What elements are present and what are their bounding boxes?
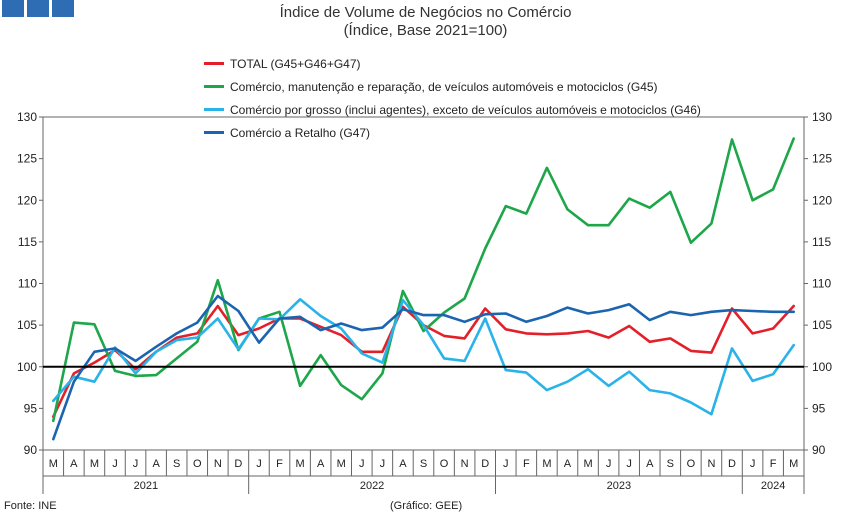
- x-tick-label: M: [337, 458, 346, 470]
- x-tick-label: O: [193, 458, 202, 470]
- year-label: 2024: [761, 480, 785, 492]
- legend-swatch: [204, 108, 224, 111]
- legend-swatch: [204, 85, 224, 88]
- x-tick-label: J: [380, 458, 386, 470]
- chart-title: Índice de Volume de Negócios no Comércio…: [0, 4, 851, 40]
- x-tick-label: N: [214, 458, 222, 470]
- x-tick-label: S: [667, 458, 674, 470]
- legend-item: TOTAL (G45+G46+G47): [204, 52, 701, 75]
- x-tick-label: J: [112, 458, 118, 470]
- chart-title-line2: (Índice, Base 2021=100): [343, 22, 508, 39]
- x-tick-label: F: [276, 458, 283, 470]
- series-line-3: [51, 297, 796, 416]
- year-label: 2023: [607, 480, 631, 492]
- x-tick-label: M: [789, 458, 798, 470]
- x-tick-label: A: [646, 458, 654, 470]
- x-tick-label: F: [523, 458, 530, 470]
- y-tick-label-right: 90: [812, 443, 826, 457]
- y-tick-label-right: 125: [812, 152, 832, 166]
- y-tick-label-left: 95: [24, 401, 38, 415]
- x-tick-label: A: [152, 458, 160, 470]
- y-tick-label-right: 110: [812, 277, 831, 291]
- y-tick-label-right: 100: [812, 360, 832, 374]
- x-tick-label: D: [481, 458, 489, 470]
- y-tick-label-left: 110: [18, 277, 37, 291]
- y-tick-label-left: 90: [24, 443, 38, 457]
- legend-swatch: [204, 62, 224, 65]
- x-tick-label: M: [90, 458, 99, 470]
- legend-swatch: [204, 131, 224, 134]
- x-tick-label: A: [564, 458, 572, 470]
- y-tick-label-right: 115: [812, 235, 831, 249]
- ine-logo: [2, 0, 74, 17]
- x-tick-label: D: [728, 458, 736, 470]
- x-tick-label: J: [750, 458, 756, 470]
- logo-block: [52, 0, 74, 17]
- x-tick-label: J: [606, 458, 612, 470]
- x-tick-label: M: [296, 458, 305, 470]
- legend-label: TOTAL (G45+G46+G47): [230, 56, 361, 71]
- y-tick-label-left: 115: [18, 235, 37, 249]
- x-tick-label: A: [317, 458, 325, 470]
- x-tick-label: N: [461, 458, 469, 470]
- y-tick-label-right: 95: [812, 401, 826, 415]
- x-tick-label: J: [256, 458, 262, 470]
- plot-frame: [42, 116, 805, 451]
- legend-item: Comércio, manutenção e reparação, de veí…: [204, 75, 701, 98]
- x-tick-label: M: [542, 458, 551, 470]
- y-tick-label-left: 130: [17, 110, 37, 124]
- x-tick-label: J: [359, 458, 365, 470]
- y-tick-label-left: 120: [17, 193, 37, 207]
- x-tick-label: O: [440, 458, 449, 470]
- legend-label: Comércio por grosso (inclui agentes), ex…: [230, 102, 701, 117]
- legend-item: Comércio por grosso (inclui agentes), ex…: [204, 98, 701, 121]
- y-tick-label-left: 100: [17, 360, 37, 374]
- x-tick-label: J: [133, 458, 139, 470]
- x-tick-label: O: [687, 458, 696, 470]
- legend-label: Comércio a Retalho (G47): [230, 125, 371, 140]
- x-tick-label: S: [173, 458, 180, 470]
- logo-block: [2, 0, 24, 17]
- chart-legend: TOTAL (G45+G46+G47) Comércio, manutenção …: [204, 52, 701, 144]
- series-line-4: [51, 294, 796, 441]
- x-tick-label: A: [70, 458, 78, 470]
- legend-item: Comércio a Retalho (G47): [204, 121, 701, 144]
- x-tick-label: D: [234, 458, 242, 470]
- x-tick-label: J: [626, 458, 632, 470]
- logo-block: [27, 0, 49, 17]
- x-tick-label: J: [503, 458, 509, 470]
- source-note: Fonte: INE: [4, 500, 57, 512]
- y-tick-label-right: 105: [812, 318, 832, 332]
- y-tick-label-left: 105: [17, 318, 37, 332]
- x-tick-label: A: [399, 458, 407, 470]
- x-tick-label: F: [770, 458, 777, 470]
- x-tick-label: M: [583, 458, 592, 470]
- year-label: 2021: [134, 480, 158, 492]
- credit-note: (Gráfico: GEE): [390, 500, 463, 512]
- y-tick-label-right: 130: [812, 110, 832, 124]
- x-tick-label: S: [420, 458, 427, 470]
- series-line-2: [51, 137, 796, 423]
- y-tick-label-left: 125: [17, 152, 37, 166]
- x-tick-label: M: [49, 458, 58, 470]
- chart-title-line1: Índice de Volume de Negócios no Comércio: [279, 4, 572, 21]
- legend-label: Comércio, manutenção e reparação, de veí…: [230, 79, 658, 94]
- y-tick-label-right: 120: [812, 193, 832, 207]
- year-label: 2022: [360, 480, 384, 492]
- x-tick-label: N: [707, 458, 715, 470]
